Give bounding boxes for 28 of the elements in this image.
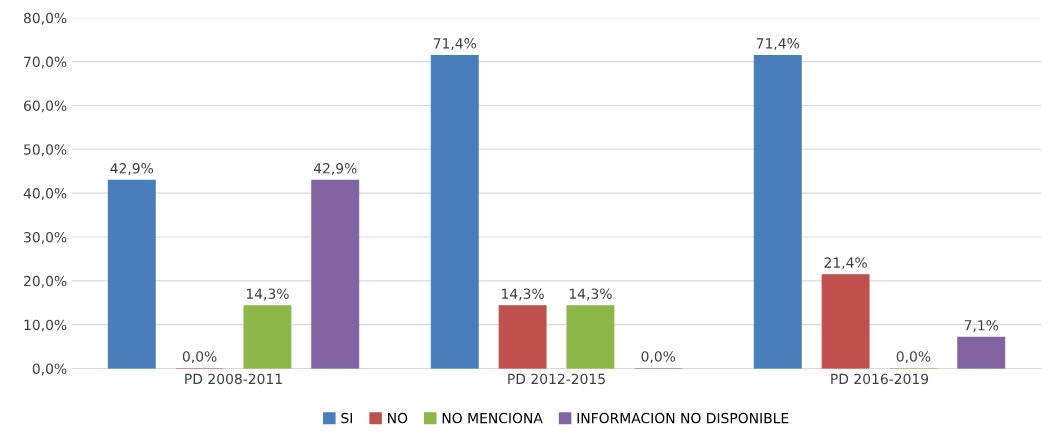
x-tick-label: PD 2016-2019 (831, 373, 929, 385)
legend-label: NO MENCIONA (442, 412, 543, 424)
y-tick-label: 80,0% (23, 12, 67, 25)
y-tick-label: 50,0% (24, 144, 67, 157)
data-label: 71,4% (756, 38, 800, 51)
y-tick-label: 30,0% (24, 231, 67, 244)
data-label: 14,3% (569, 288, 612, 301)
data-label: 14,3% (502, 288, 544, 301)
y-tick-label: 60,0% (24, 100, 67, 113)
data-label: 71,4% (433, 38, 477, 51)
data-label: 42,9% (110, 163, 154, 175)
legend-label: SI (341, 412, 352, 424)
y-tick-label: 40,0% (23, 188, 67, 201)
legend-label: INFORMACION NO DISPONIBLE (577, 412, 789, 424)
x-tick-label: PD 2012-2015 (508, 373, 605, 385)
x-tick-label: PD 2008-2011 (185, 373, 282, 385)
y-tick-label: 20,0% (24, 275, 67, 288)
data-label: 21,4% (824, 257, 867, 270)
y-tick-label: 70,0% (24, 56, 67, 69)
data-label: 0,0% (641, 351, 676, 364)
data-label: 0,0% (896, 351, 931, 364)
legend-label: NO (388, 412, 408, 424)
data-label: 7,1% (964, 320, 999, 332)
y-tick-label: 10,0% (24, 319, 67, 332)
data-label: 0,0% (182, 351, 217, 364)
data-label: 14,3% (246, 288, 289, 301)
data-label: 42,9% (313, 163, 357, 175)
y-tick-label: 0,0% (32, 363, 67, 376)
